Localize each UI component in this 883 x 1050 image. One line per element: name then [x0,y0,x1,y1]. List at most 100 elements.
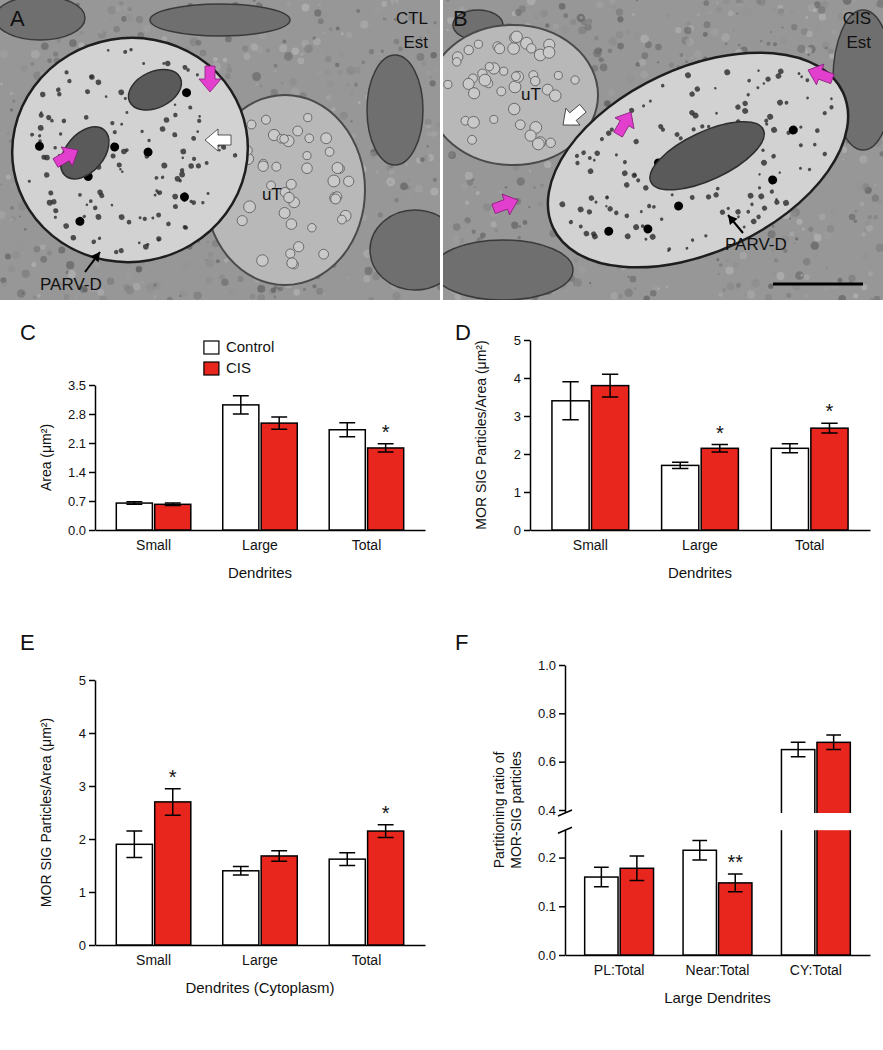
texture [274,69,277,72]
y-axis: 0.00.71.42.12.83.5 [68,378,96,538]
texture [529,170,532,173]
texture [747,290,755,298]
y-tick-mark [524,492,530,494]
immunolabel [64,70,69,75]
texture [868,271,873,276]
y-tick: 4 [514,371,530,386]
texture [657,287,660,290]
texture [580,16,583,19]
immunolabel [624,232,632,240]
y-tick-mark [524,530,530,532]
texture [633,32,641,40]
texture [281,82,284,85]
y-tick: 3 [79,779,95,794]
texture [491,221,497,227]
texture [205,258,214,267]
texture [286,1,291,6]
x-axis-title: Dendrites (Cytoplasm) [185,979,334,996]
texture [711,23,716,28]
vesicle [244,201,256,213]
texture [298,58,305,65]
texture [808,227,813,232]
x-axis-title: Dendrites [668,564,732,581]
bar [592,386,629,530]
immunolabel [138,216,141,219]
immunolabel [40,91,46,97]
x-tick-label: Total [352,537,382,553]
immunolabel [746,209,751,214]
texture [420,157,425,162]
panel-label: C [20,320,36,345]
label-arrowhead [724,212,737,225]
texture [284,52,293,61]
immunolabel [97,236,101,240]
texture [349,91,354,96]
texture [361,60,364,63]
immunolabel [599,136,604,141]
vesicle [497,87,506,96]
texture [207,241,209,243]
texture [751,279,759,287]
texture [774,258,778,262]
immunolabel [775,72,783,80]
immunolabel [159,126,166,133]
texture [179,289,188,298]
texture [862,232,866,236]
texture [814,234,822,242]
texture [392,292,401,300]
texture [200,50,207,57]
texture [474,186,477,189]
texture [350,120,352,122]
texture [335,63,339,67]
texture [880,151,883,156]
texture [694,50,702,58]
immunolabel [121,148,128,155]
immunolabel [689,91,696,98]
bar [223,405,259,530]
texture [354,83,358,87]
immunolabel [53,146,57,150]
texture [609,0,615,4]
immunolabel [775,198,778,201]
immunolabel [30,132,35,137]
dendrite-label: PARV-D [40,275,102,294]
vesicle [527,44,536,53]
texture [0,50,8,58]
immunolabel [592,158,596,162]
texture [369,152,376,159]
texture [777,272,785,280]
immunolabel [172,193,179,200]
texture [273,295,276,298]
texture [58,247,65,254]
vesicle [328,175,340,187]
organelle [150,4,290,36]
immunolabel [699,124,705,130]
texture [0,83,2,85]
y-tick: 0.0 [68,523,95,538]
immunolabel [116,162,122,168]
bar [223,871,259,945]
x-tick-label: Large [242,537,278,553]
texture [711,28,719,36]
vesicle [512,71,523,82]
immunolabel [782,199,790,207]
texture [570,19,576,25]
vesicle [257,255,268,266]
texture [719,263,723,267]
immunolabel [154,176,158,180]
immunolabel [587,155,592,160]
vesicle [330,192,341,203]
immunolabel [648,99,652,103]
texture [826,266,829,269]
texture [872,195,879,202]
error-bar [378,444,394,452]
x-tick: Large [242,530,278,553]
y-axis-title: MOR SIG Particles/Area (μm²) [38,718,54,907]
immunolabel [594,150,601,157]
texture [319,4,321,6]
mitochondrion [51,118,119,188]
texture [15,240,23,248]
texture [31,50,40,59]
texture [822,42,829,49]
texture [242,45,248,51]
